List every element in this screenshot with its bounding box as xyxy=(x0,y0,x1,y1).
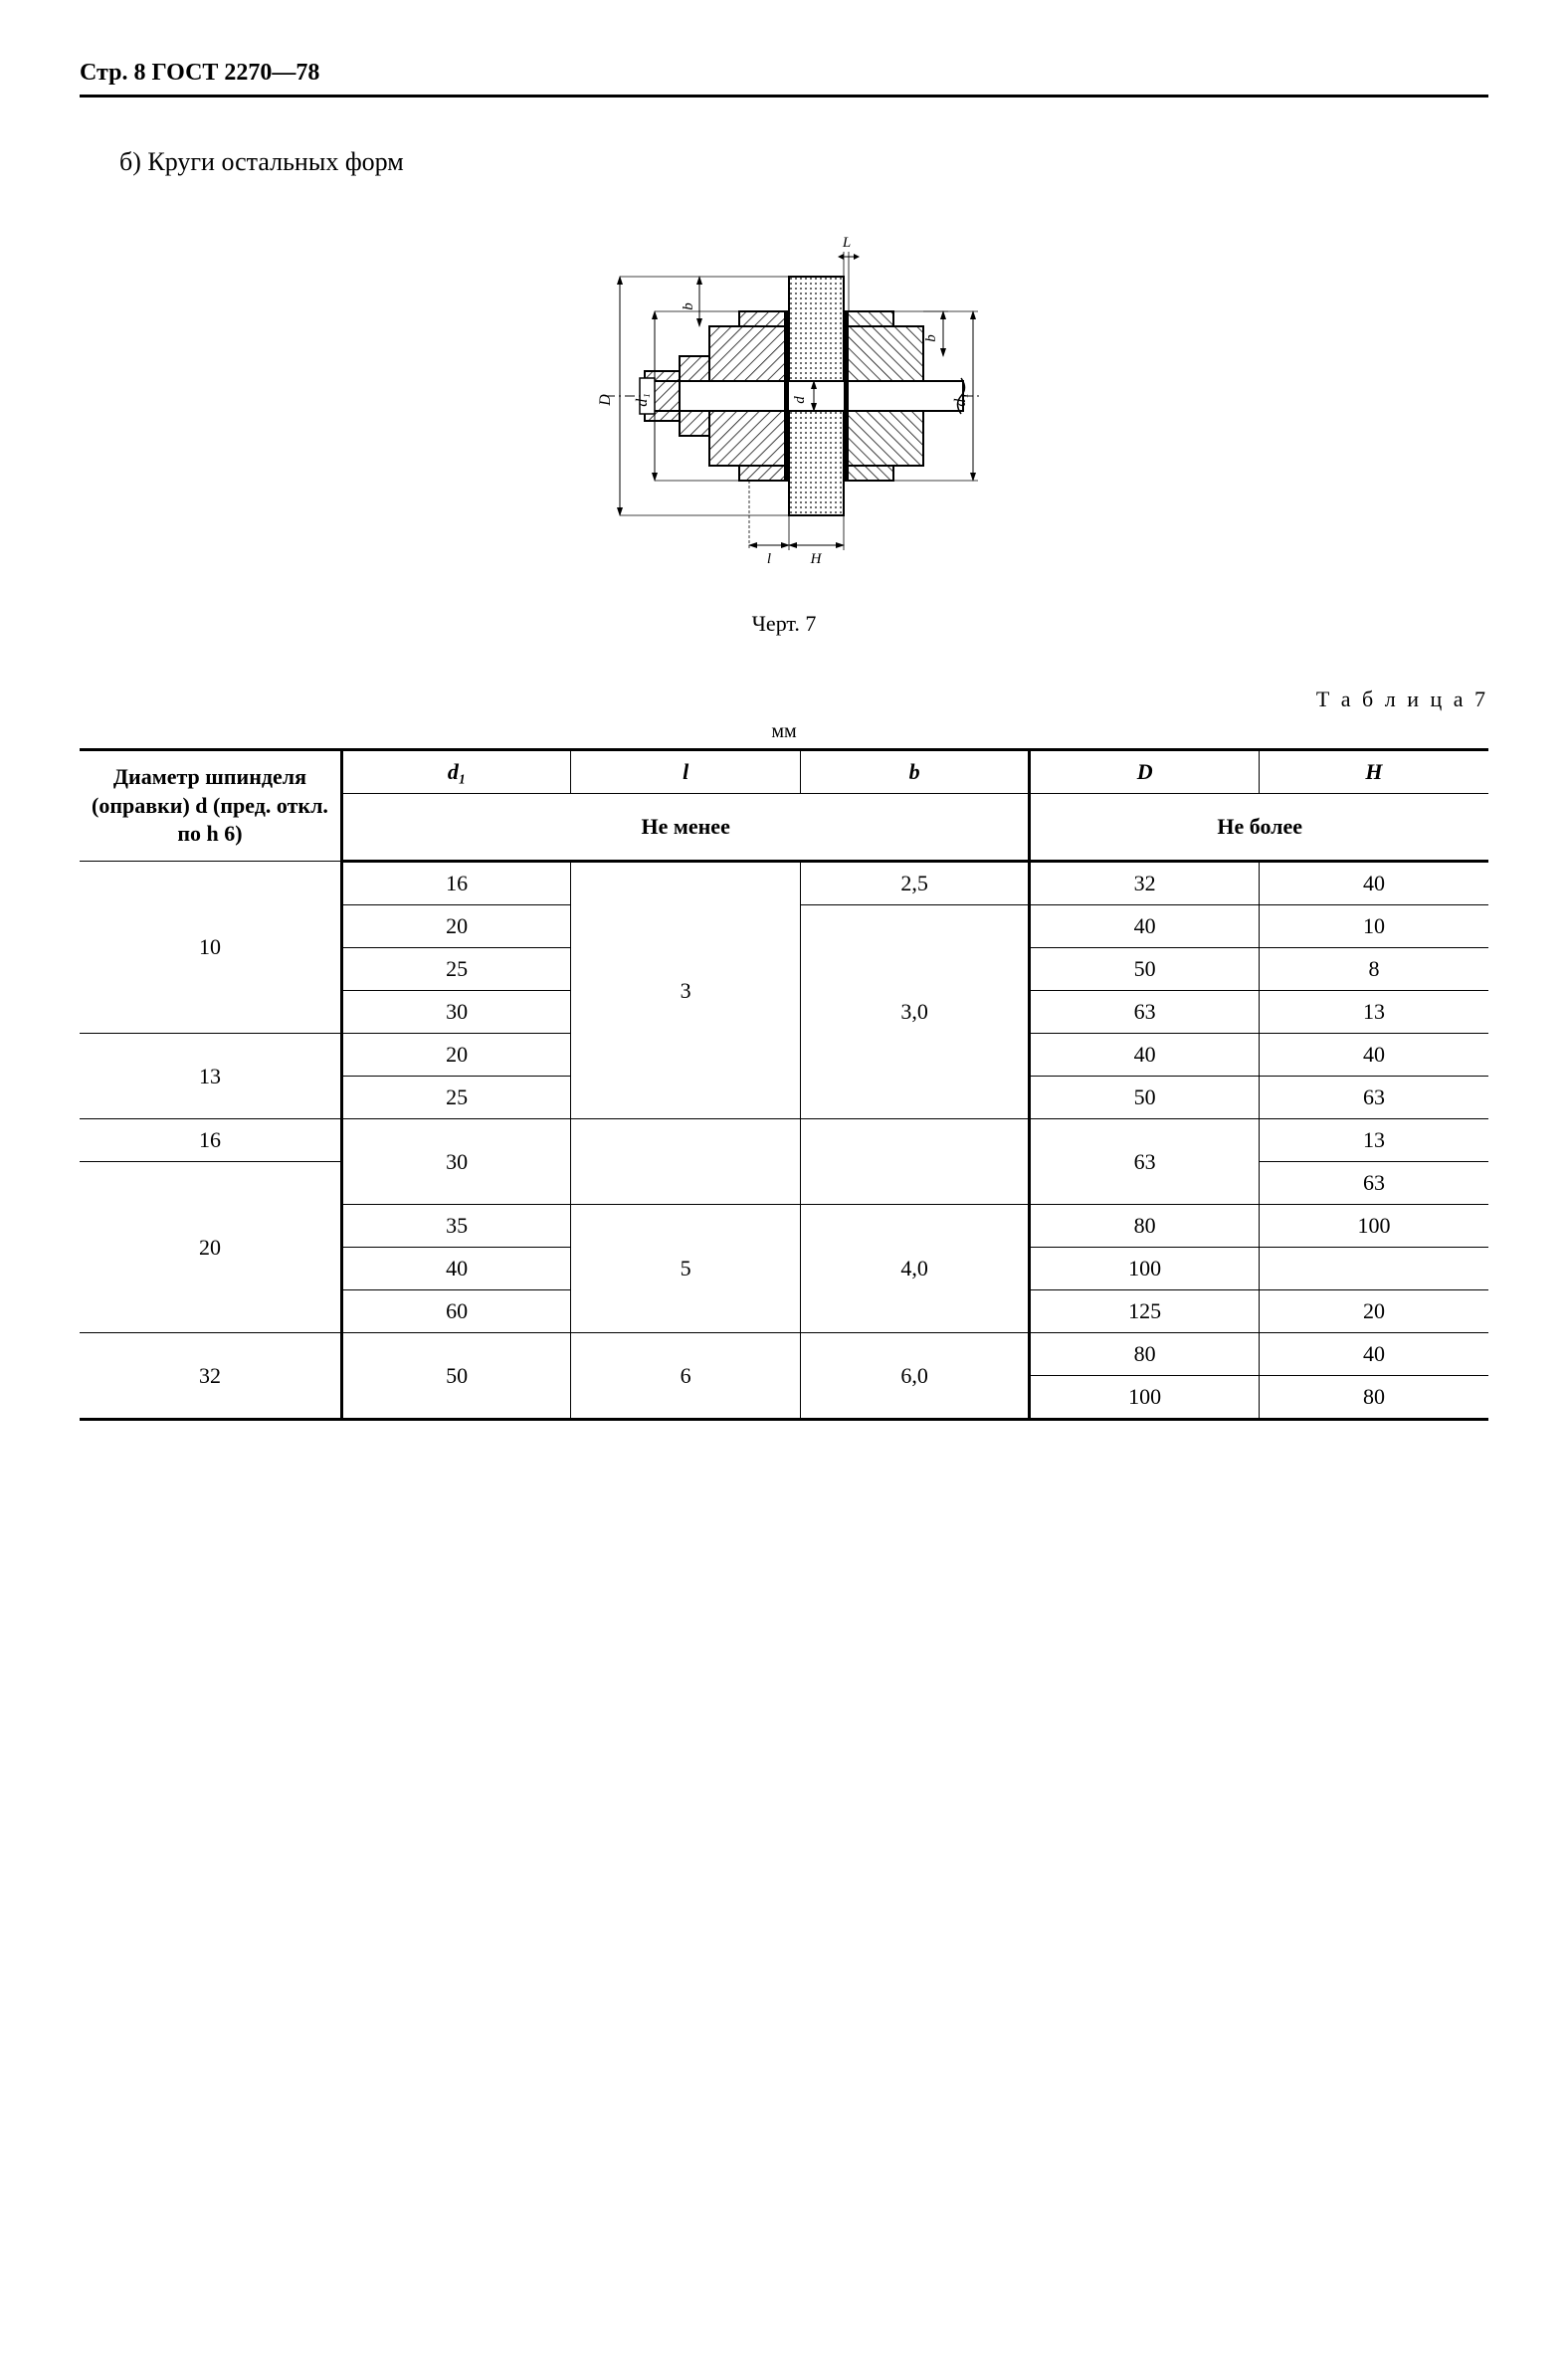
cell-D: 80 xyxy=(1030,1205,1260,1248)
cell-D: 32 xyxy=(1030,862,1260,905)
subtitle: б) Круги остальных форм xyxy=(119,147,1488,177)
col-header-d1: d₁ xyxy=(341,750,571,794)
cell-l xyxy=(571,1119,801,1205)
cell-H: 8 xyxy=(1259,948,1488,991)
cell-d1: 30 xyxy=(341,1119,571,1205)
svg-text:b: b xyxy=(923,334,939,342)
cell-d1: 60 xyxy=(341,1290,571,1333)
cell-d1: 20 xyxy=(341,1034,571,1077)
figure-container: D d₁ d b b d₁ L l H xyxy=(80,217,1488,581)
col-header-b: b xyxy=(800,750,1030,794)
cell-b: 2,5 xyxy=(800,862,1030,905)
svg-text:H: H xyxy=(810,551,823,567)
cell-H: 40 xyxy=(1259,862,1488,905)
cell-D: 50 xyxy=(1030,1077,1260,1119)
cell-l: 5 xyxy=(571,1205,801,1333)
col-header-H: H xyxy=(1259,750,1488,794)
cell-H: 13 xyxy=(1259,1119,1488,1162)
cell-D: 80 xyxy=(1030,1333,1260,1376)
svg-text:l: l xyxy=(767,551,771,567)
cell-D: 50 xyxy=(1030,948,1260,991)
cell-H: 40 xyxy=(1259,1034,1488,1077)
svg-text:b: b xyxy=(681,302,696,310)
cell-H: 100 xyxy=(1259,1205,1488,1248)
cell-H: 80 xyxy=(1259,1376,1488,1420)
cell-d1: 35 xyxy=(341,1205,571,1248)
cell-H: 10 xyxy=(1259,905,1488,948)
cell-D: 40 xyxy=(1030,1034,1260,1077)
cell-d: 13 xyxy=(80,1034,341,1119)
cell-b: 6,0 xyxy=(800,1333,1030,1420)
cell-d1: 16 xyxy=(341,862,571,905)
cell-H: 13 xyxy=(1259,991,1488,1034)
cell-d1: 50 xyxy=(341,1333,571,1420)
cell-d: 10 xyxy=(80,862,341,1034)
cell-H xyxy=(1259,1248,1488,1290)
cell-H: 20 xyxy=(1259,1290,1488,1333)
figure-caption: Черт. 7 xyxy=(80,611,1488,637)
cell-d: 16 xyxy=(80,1119,341,1162)
cell-D: 63 xyxy=(1030,991,1260,1034)
cell-d1: 25 xyxy=(341,1077,571,1119)
cell-H: 63 xyxy=(1259,1162,1488,1205)
table-label: Т а б л и ц а 7 xyxy=(80,687,1488,712)
cell-d: 32 xyxy=(80,1333,341,1420)
cell-D: 100 xyxy=(1030,1248,1260,1290)
svg-text:D: D xyxy=(597,394,614,407)
subheader-left: Не менее xyxy=(341,794,1030,862)
cell-b xyxy=(800,1119,1030,1205)
cell-H: 63 xyxy=(1259,1077,1488,1119)
svg-text:d₁: d₁ xyxy=(634,393,651,407)
cell-D: 63 xyxy=(1030,1119,1260,1205)
col-header-l: l xyxy=(571,750,801,794)
page-header: Стр. 8 ГОСТ 2270—78 xyxy=(80,60,1488,98)
cell-l: 6 xyxy=(571,1333,801,1420)
col-header-D: D xyxy=(1030,750,1260,794)
svg-text:L: L xyxy=(842,235,851,251)
cell-d1: 25 xyxy=(341,948,571,991)
subheader-right: Не более xyxy=(1030,794,1488,862)
cell-b: 3,0 xyxy=(800,905,1030,1119)
col-header-d: Диаметр шпинделя (оправки) d (пред. откл… xyxy=(80,750,341,862)
svg-text:d: d xyxy=(792,396,808,404)
cell-b: 4,0 xyxy=(800,1205,1030,1333)
table-unit: мм xyxy=(80,720,1488,743)
cell-d1: 40 xyxy=(341,1248,571,1290)
cell-d1: 20 xyxy=(341,905,571,948)
cell-D: 125 xyxy=(1030,1290,1260,1333)
cell-D: 100 xyxy=(1030,1376,1260,1420)
svg-text:d₁: d₁ xyxy=(952,393,969,407)
technical-drawing-icon: D d₁ d b b d₁ L l H xyxy=(525,217,1043,575)
cell-D: 40 xyxy=(1030,905,1260,948)
cell-l: 3 xyxy=(571,862,801,1119)
cell-H: 40 xyxy=(1259,1333,1488,1376)
data-table: Диаметр шпинделя (оправки) d (пред. откл… xyxy=(80,748,1488,1421)
cell-d1: 30 xyxy=(341,991,571,1034)
cell-d: 20 xyxy=(80,1162,341,1333)
